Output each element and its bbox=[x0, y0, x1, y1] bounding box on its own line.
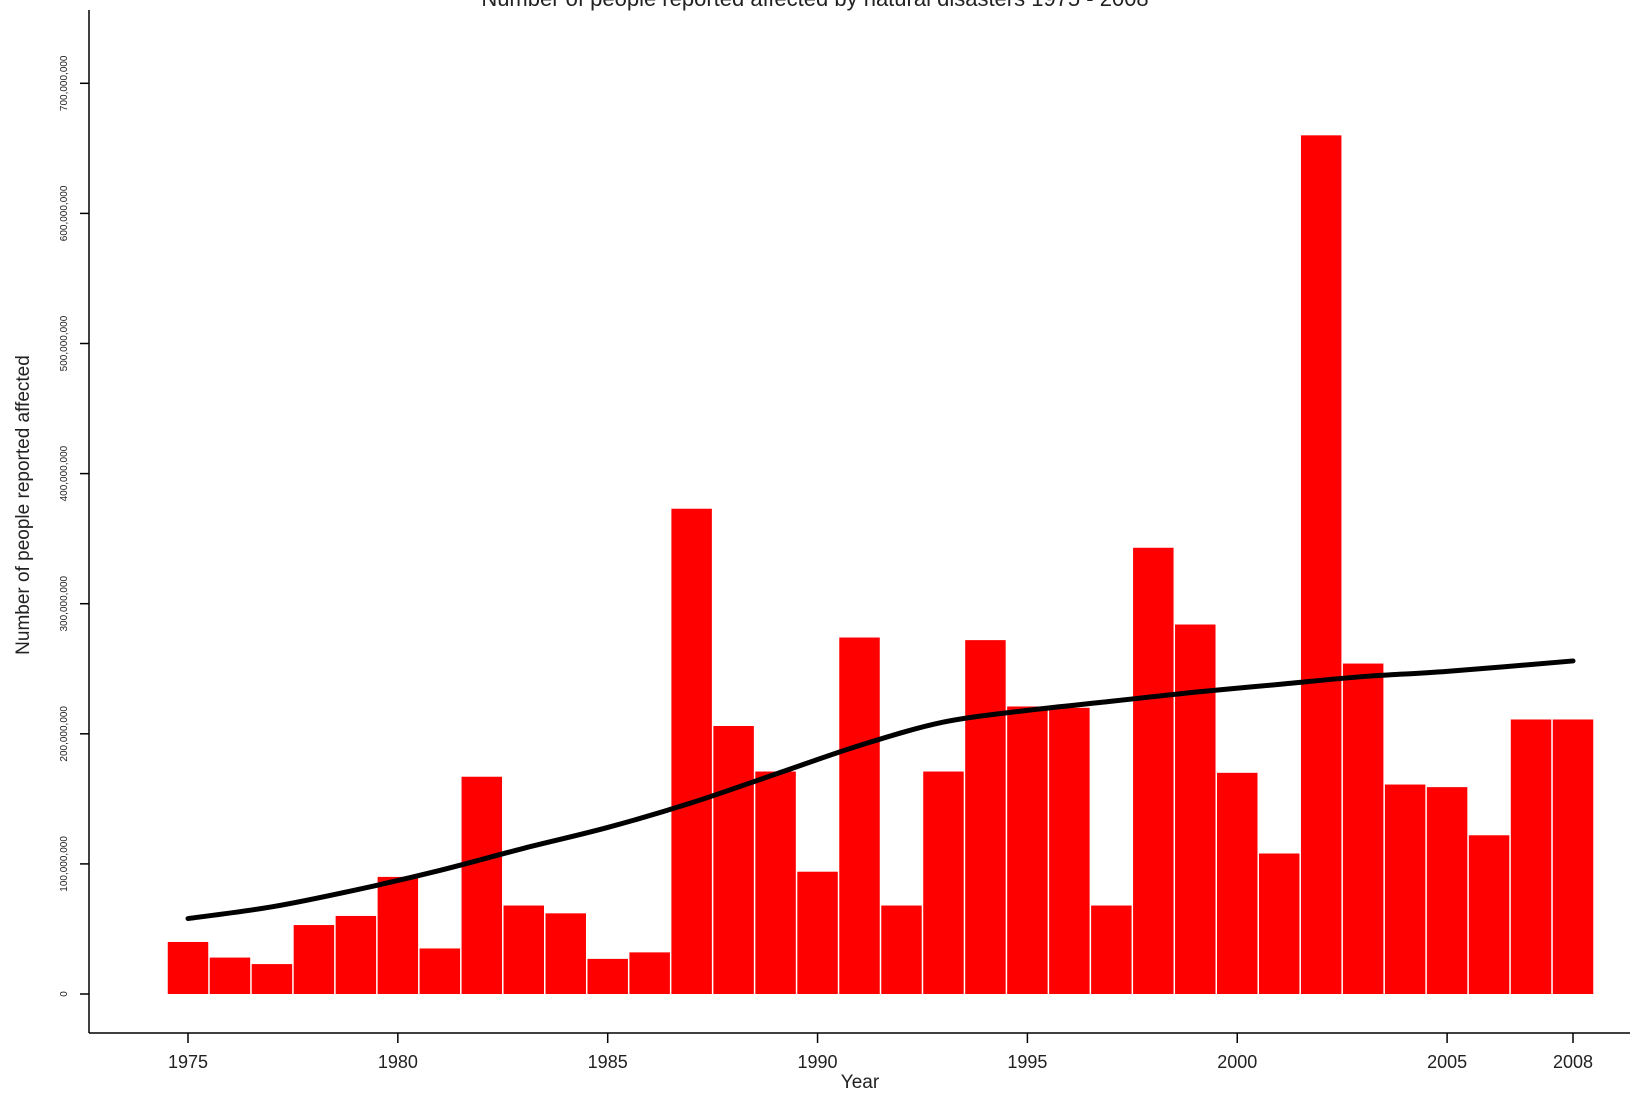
bar-2003 bbox=[1342, 663, 1384, 994]
y-tick-label: 500,000,000 bbox=[59, 315, 70, 371]
y-tick-label: 600,000,000 bbox=[59, 185, 70, 241]
y-tick-label: 200,000,000 bbox=[59, 706, 70, 762]
bar-1994 bbox=[965, 640, 1006, 994]
bar-1982 bbox=[461, 776, 503, 994]
bar-1997 bbox=[1091, 905, 1132, 994]
bar-1995 bbox=[1007, 706, 1048, 994]
bar-1989 bbox=[755, 771, 796, 994]
bar-1996 bbox=[1049, 707, 1090, 994]
bar-1987 bbox=[671, 508, 712, 994]
y-tick-label: 400,000,000 bbox=[59, 445, 70, 501]
x-tick-label: 2005 bbox=[1427, 1052, 1467, 1072]
bar-1975 bbox=[167, 941, 209, 994]
bars-group bbox=[167, 135, 1594, 995]
bar-2005 bbox=[1426, 787, 1468, 994]
y-ticks-group: 0 100,000,000 200,000,000 300,000,000 400,00… bbox=[59, 55, 89, 997]
x-tick-label: 1985 bbox=[588, 1052, 628, 1072]
x-axis-label: Year bbox=[840, 1072, 880, 1093]
bar-2000 bbox=[1217, 772, 1258, 994]
bar-2001 bbox=[1258, 853, 1300, 994]
bar-2008 bbox=[1552, 719, 1594, 994]
bar-2002 bbox=[1300, 135, 1342, 995]
bar-1978 bbox=[293, 925, 335, 994]
x-tick-label: 1975 bbox=[168, 1052, 208, 1072]
x-tick-label: 2000 bbox=[1217, 1052, 1257, 1072]
bar-1993 bbox=[923, 771, 964, 994]
bar-1992 bbox=[881, 905, 922, 994]
bar-1979 bbox=[335, 915, 377, 994]
x-tick-label: 1995 bbox=[1007, 1052, 1047, 1072]
bar-1999 bbox=[1175, 624, 1216, 994]
bar-2004 bbox=[1384, 784, 1426, 994]
bar-1983 bbox=[503, 905, 544, 994]
bar-1981 bbox=[419, 948, 461, 994]
bar-1985 bbox=[587, 958, 628, 994]
x-tick-label: 1990 bbox=[798, 1052, 838, 1072]
x-ticks-group: 1975 1980 1985 1990 1995 2000 2005 2008 bbox=[168, 1033, 1593, 1072]
chart-title: Number of people reported affected by na… bbox=[0, 0, 1630, 12]
bar-1977 bbox=[251, 964, 293, 994]
bar-1998 bbox=[1133, 547, 1174, 994]
x-tick-label: 1980 bbox=[378, 1052, 418, 1072]
bar-2007 bbox=[1510, 719, 1552, 994]
bar-2006 bbox=[1468, 835, 1510, 994]
bar-1988 bbox=[713, 725, 754, 994]
bar-1991 bbox=[839, 637, 880, 994]
bar-1980 bbox=[377, 876, 419, 994]
bar-1976 bbox=[209, 957, 251, 994]
bar-1986 bbox=[629, 952, 670, 994]
bar-1990 bbox=[797, 871, 838, 994]
x-tick-label: 2008 bbox=[1553, 1052, 1593, 1072]
bar-1984 bbox=[545, 913, 586, 994]
y-tick-label: 0 bbox=[59, 991, 70, 997]
y-tick-label: 700,000,000 bbox=[59, 55, 70, 111]
y-tick-label: 300,000,000 bbox=[59, 575, 70, 631]
trend-line bbox=[185, 658, 1576, 922]
y-tick-label: 100,000,000 bbox=[59, 836, 70, 892]
